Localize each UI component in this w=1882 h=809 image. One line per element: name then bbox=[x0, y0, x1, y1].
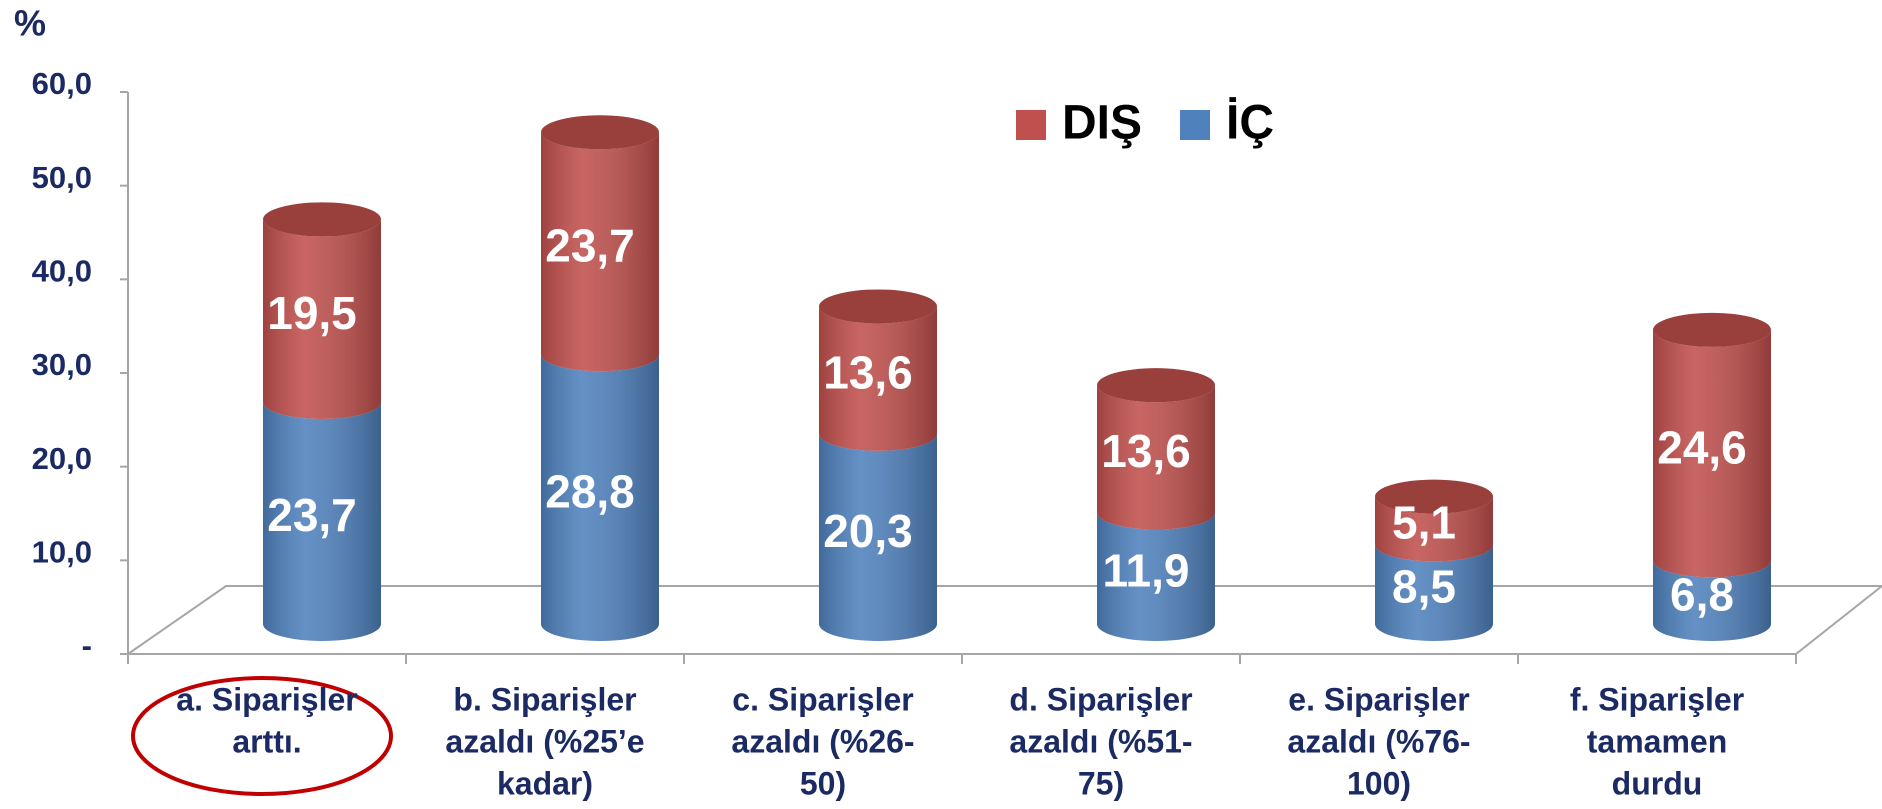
bar-top bbox=[1375, 479, 1493, 514]
value-label: 20,3 bbox=[823, 505, 913, 557]
value-label: 23,7 bbox=[545, 219, 635, 271]
bar-shade bbox=[1375, 496, 1493, 562]
bar-top bbox=[263, 202, 381, 237]
floor bbox=[124, 585, 1882, 655]
legend-label: DIŞ bbox=[1062, 97, 1142, 150]
bar-top-shade bbox=[263, 202, 381, 237]
value-label: 11,9 bbox=[1103, 544, 1190, 596]
value-label: 19,5 bbox=[267, 287, 357, 339]
highlight-circle bbox=[131, 676, 393, 796]
bar-top bbox=[1097, 368, 1215, 403]
bar-top-shade bbox=[541, 115, 659, 150]
bar-shade bbox=[541, 132, 659, 372]
y-tick-label: 40,0 bbox=[32, 254, 92, 289]
value-label: 13,6 bbox=[1101, 425, 1191, 477]
legend-swatch bbox=[1180, 110, 1211, 140]
x-tick-label: azaldı (%51- bbox=[1009, 723, 1192, 759]
bar-top bbox=[819, 289, 937, 324]
x-tick-label: 50) bbox=[800, 765, 846, 801]
bar-shade bbox=[263, 402, 381, 641]
bar-top-shade bbox=[1375, 479, 1493, 514]
bar-shade bbox=[819, 306, 937, 451]
value-label: 23,7 bbox=[267, 489, 357, 541]
x-tick-label: d. Siparişler bbox=[1009, 681, 1192, 717]
bar-top bbox=[541, 115, 659, 150]
x-tick-label: azaldı (%76- bbox=[1287, 723, 1470, 759]
value-label: 24,6 bbox=[1657, 421, 1747, 473]
y-axis-label: % bbox=[14, 3, 46, 44]
x-tick-label: a. Siparişler bbox=[176, 681, 357, 717]
y-tick-label: - bbox=[82, 628, 92, 663]
x-tick-label: 75) bbox=[1078, 765, 1124, 801]
bar-shade bbox=[1653, 329, 1771, 578]
bar-top bbox=[1653, 312, 1771, 347]
legend-swatch bbox=[1016, 110, 1046, 140]
legend-label: İÇ bbox=[1226, 97, 1274, 150]
y-tick-label: 30,0 bbox=[32, 347, 92, 382]
y-tick-label: 60,0 bbox=[32, 66, 92, 101]
value-label: 5,1 bbox=[1392, 497, 1456, 549]
y-tick-label: 20,0 bbox=[32, 441, 92, 476]
bar-shade bbox=[1653, 560, 1771, 641]
value-label: 13,6 bbox=[823, 346, 913, 398]
bar-shade bbox=[1097, 385, 1215, 530]
bar-shade bbox=[1097, 512, 1215, 641]
x-tick-label: azaldı (%26- bbox=[731, 723, 914, 759]
bar-top-shade bbox=[1653, 312, 1771, 347]
y-tick-label: 50,0 bbox=[32, 160, 92, 195]
value-label: 8,5 bbox=[1392, 560, 1456, 612]
x-tick-label: 100) bbox=[1347, 765, 1411, 801]
x-tick-label: b. Siparişler bbox=[453, 681, 636, 717]
x-tick-label: e. Siparişler bbox=[1288, 681, 1469, 717]
bar-shade bbox=[1375, 544, 1493, 641]
bar-shade bbox=[541, 354, 659, 641]
bar-top-shade bbox=[819, 289, 937, 324]
x-tick-label: durdu bbox=[1612, 765, 1703, 801]
x-tick-label: c. Siparişler bbox=[732, 681, 913, 717]
x-tick-label: f. Siparişler bbox=[1570, 681, 1744, 717]
x-tick-label: arttı. bbox=[232, 723, 301, 759]
x-tick-label: tamamen bbox=[1587, 723, 1728, 759]
x-tick-label: kadar) bbox=[497, 765, 593, 801]
y-tick-label: 10,0 bbox=[32, 535, 92, 570]
bar-top-shade bbox=[1097, 368, 1215, 403]
bar-shade bbox=[819, 433, 937, 641]
bar-shade bbox=[263, 219, 381, 420]
x-tick-label: azaldı (%25’e bbox=[445, 723, 644, 759]
value-label: 28,8 bbox=[545, 465, 635, 517]
